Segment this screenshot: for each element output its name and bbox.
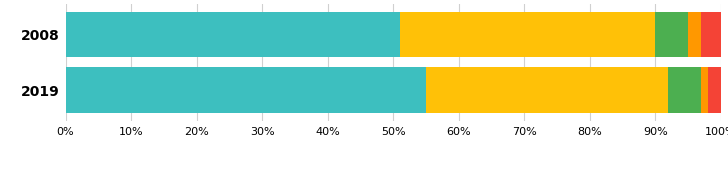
Bar [66,67,426,113]
Bar [688,12,701,57]
Bar [701,12,721,57]
Bar [708,67,721,113]
Bar [66,12,400,57]
Bar [668,67,701,113]
Bar [400,12,655,57]
Bar [426,67,668,113]
Bar [655,12,688,57]
Bar [701,67,708,113]
Legend: Voiture, Marche, Transport en commun, Vélo, Autre: Voiture, Marche, Transport en commun, Vé… [195,187,591,189]
